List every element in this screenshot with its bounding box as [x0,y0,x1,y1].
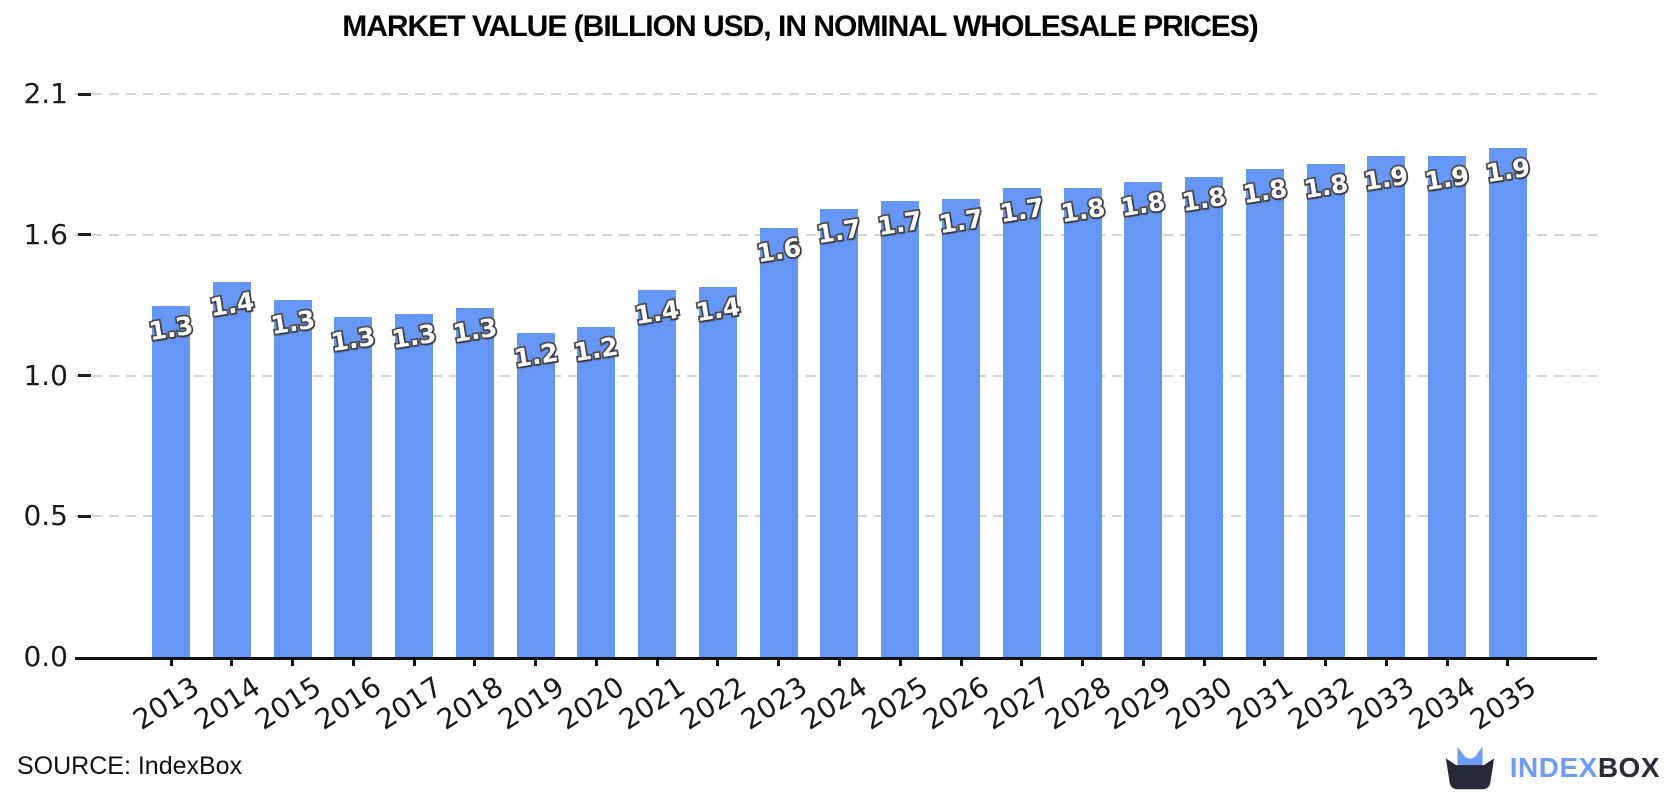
bar-2034 [1428,156,1467,657]
bar-value-label-2023: 1.6 [753,231,805,270]
bar-value-label-2024: 1.7 [814,212,866,251]
bar-value-label-2013: 1.3 [145,309,197,348]
x-tick-2031 [1263,657,1267,666]
x-tick-2018 [473,657,477,666]
logo-text: INDEXBOX [1510,752,1660,784]
bar-value-label-2028: 1.8 [1057,191,1109,230]
bar-value-label-2020: 1.2 [570,330,622,369]
bar-2025 [881,201,920,657]
bar-value-label-2030: 1.8 [1178,180,1230,219]
bar-value-label-2016: 1.3 [327,320,379,359]
bar-2020 [577,327,616,657]
x-tick-2016 [351,657,355,666]
chart-title: MARKET VALUE (BILLION USD, IN NOMINAL WH… [342,10,1259,43]
bar-2032 [1306,164,1345,657]
bar-2029 [1124,182,1163,657]
x-tick-2034 [1445,657,1449,666]
y-tick-label-2.1: 2.1 [23,77,68,110]
bar-2021 [638,290,677,657]
bar-2016 [334,317,373,657]
y-tick-1.6 [78,233,91,237]
bar-2015 [273,300,312,657]
bar-2031 [1245,169,1284,657]
bar-2014 [212,282,251,657]
logo-text-index: INDEX [1509,752,1598,783]
bar-value-label-2014: 1.4 [206,285,258,324]
y-tick-label-0.0: 0.0 [23,640,68,673]
x-tick-2017 [412,657,416,666]
bar-2030 [1185,177,1224,657]
x-tick-2026 [959,657,963,666]
x-tick-2019 [534,657,538,666]
x-tick-2021 [655,657,659,666]
source-label: SOURCE: IndexBox [17,752,243,780]
bar-2013 [152,306,190,657]
x-tick-2025 [898,657,902,666]
bar-value-label-2034: 1.9 [1421,159,1473,198]
x-tick-2023 [777,657,781,666]
x-tick-2028 [1081,657,1085,666]
x-tick-2032 [1324,657,1328,666]
bar-2017 [395,314,434,657]
x-tick-2024 [837,657,841,666]
indexbox-logo: INDEXBOX [1443,744,1660,792]
y-tick-label-0.5: 0.5 [23,499,68,533]
x-tick-2030 [1202,657,1206,666]
bar-value-label-2017: 1.3 [388,317,440,356]
x-tick-2033 [1384,657,1388,666]
bar-2022 [698,287,737,657]
bar-value-label-2022: 1.4 [692,290,744,329]
gridline-2.1 [75,93,1597,95]
x-tick-2035 [1506,657,1510,666]
bar-value-label-2021: 1.4 [631,293,683,332]
bar-value-label-2031: 1.8 [1239,172,1291,211]
bar-2027 [1002,188,1041,657]
bar-value-label-2025: 1.7 [874,204,926,243]
bar-value-label-2035: 1.9 [1482,151,1534,190]
x-tick-2027 [1020,657,1024,666]
bar-value-label-2033: 1.9 [1360,159,1412,198]
x-tick-2029 [1141,657,1145,666]
bar-value-label-2018: 1.3 [449,311,501,350]
y-tick-label-1.0: 1.0 [23,358,68,392]
bar-value-label-2019: 1.2 [510,336,562,375]
bar-2018 [455,308,494,657]
bar-value-label-2029: 1.8 [1117,185,1169,224]
x-tick-2013 [169,657,173,666]
bar-2019 [516,333,555,657]
x-tick-2014 [230,657,234,666]
bar-2035 [1488,148,1527,657]
bar-2023 [759,228,798,657]
y-tick-0.5 [78,514,91,518]
logo-text-box: BOX [1597,752,1660,783]
bar-value-label-2032: 1.8 [1300,167,1352,206]
bar-2033 [1367,156,1406,657]
y-tick-2.1 [78,92,91,96]
bar-value-label-2015: 1.3 [267,303,319,342]
x-axis-line [75,657,1597,660]
y-tick-label-1.6: 1.6 [23,217,68,251]
bar-2026 [942,199,980,657]
plot-area: 0.0 0.5 1.0 1.6 2.1 1.3 2013 1.4 2014 1.3 2015 1.3 2… [23,79,1597,736]
x-tick-2022 [716,657,720,666]
y-tick-1.0 [78,374,91,377]
x-tick-2015 [291,657,295,666]
x-tick-2020 [594,657,598,666]
bar-2028 [1063,188,1102,657]
bar-value-label-2027: 1.7 [996,191,1048,230]
bar-2024 [820,209,859,657]
indexbox-logo-icon [1445,746,1494,790]
